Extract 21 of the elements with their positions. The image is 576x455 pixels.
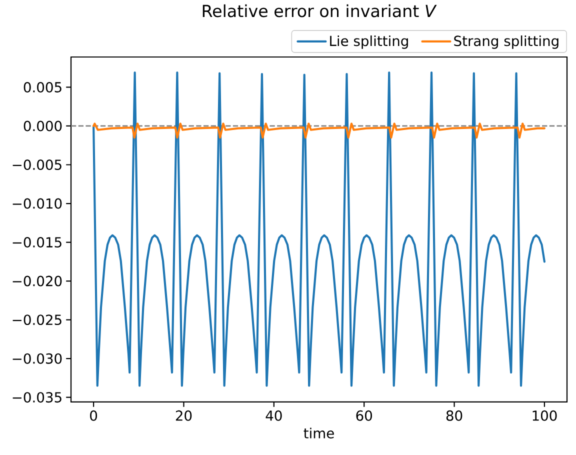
- x-tick-label: 60: [356, 410, 372, 421]
- line-series: [92, 71, 546, 387]
- x-axis-title: time: [304, 428, 334, 438]
- y-tick-label: 0.005: [24, 82, 62, 92]
- y-tick-label: −0.035: [12, 392, 62, 403]
- chart-title: Relative error on invariant V: [202, 4, 437, 18]
- x-tick-label: 40: [266, 410, 282, 421]
- x-tick-label: 0: [90, 410, 98, 421]
- x-tick-label: 100: [532, 410, 557, 421]
- legend-label: Strang splitting: [454, 35, 558, 49]
- legend-label: Lie splitting: [330, 35, 408, 49]
- y-tick-label: −0.030: [12, 353, 62, 364]
- line-series: [92, 122, 546, 139]
- y-tick-label: −0.005: [12, 160, 62, 170]
- y-tick-label: −0.020: [12, 276, 62, 286]
- y-tick-label: 0.000: [24, 120, 62, 132]
- x-tick-label: 80: [446, 410, 462, 421]
- y-tick-label: −0.025: [12, 314, 62, 326]
- y-tick-label: −0.015: [12, 237, 62, 248]
- y-tick-label: −0.010: [12, 198, 62, 209]
- x-tick-label: 20: [176, 410, 192, 421]
